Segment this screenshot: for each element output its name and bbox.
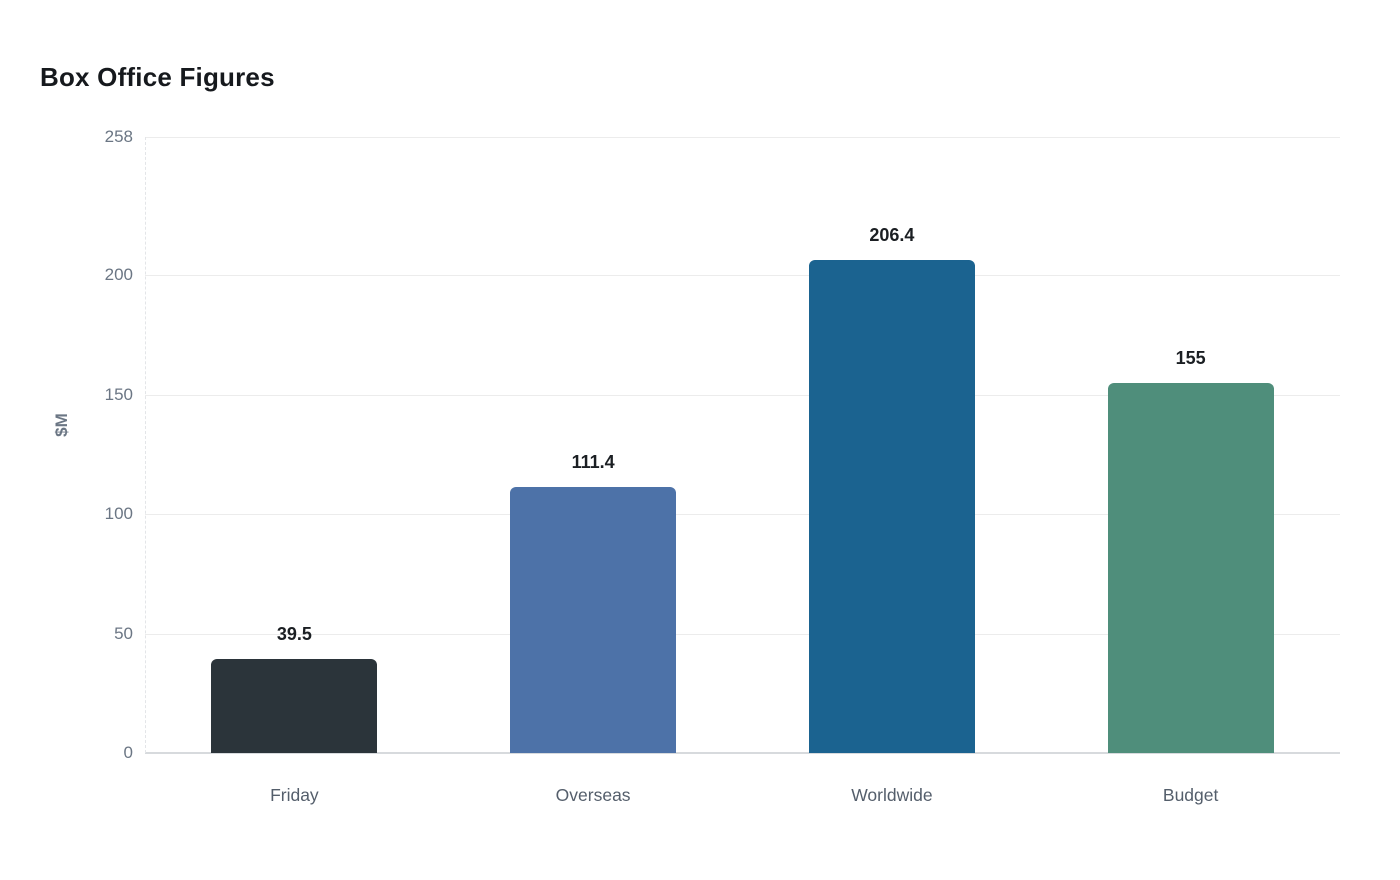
y-axis-line (145, 137, 146, 753)
bar-budget (1107, 382, 1274, 753)
gridline-y-200 (145, 275, 1340, 277)
chart-title: Box Office Figures (40, 62, 275, 92)
bar-overseas (510, 487, 677, 753)
bar-friday (211, 658, 378, 753)
value-label-friday: 39.5 (276, 623, 312, 644)
category-label-worldwide: Worldwide (851, 785, 933, 805)
y-tick-label: 200 (104, 265, 133, 285)
category-label-friday: Friday (270, 785, 319, 805)
value-label-budget: 155 (1175, 347, 1206, 368)
category-label-overseas: Overseas (555, 785, 631, 805)
y-tick-label: 0 (123, 743, 133, 762)
value-label-worldwide: 206.4 (869, 225, 915, 246)
gridline-y-100 (145, 514, 1340, 516)
y-tick-label: 50 (114, 623, 133, 643)
y-tick-label: 150 (104, 384, 133, 404)
y-tick-label: 100 (104, 504, 133, 524)
value-label-overseas: 111.4 (571, 452, 615, 473)
category-label-budget: Budget (1162, 785, 1219, 805)
bar-worldwide (808, 260, 975, 753)
y-axis-label: $M (52, 413, 71, 437)
gridline-y-150 (145, 394, 1340, 396)
gridline-y-50 (145, 633, 1340, 635)
y-tick-label: 258 (104, 127, 133, 146)
gridline-y-258 (145, 137, 1340, 138)
gridline-y-0 (145, 752, 1340, 754)
